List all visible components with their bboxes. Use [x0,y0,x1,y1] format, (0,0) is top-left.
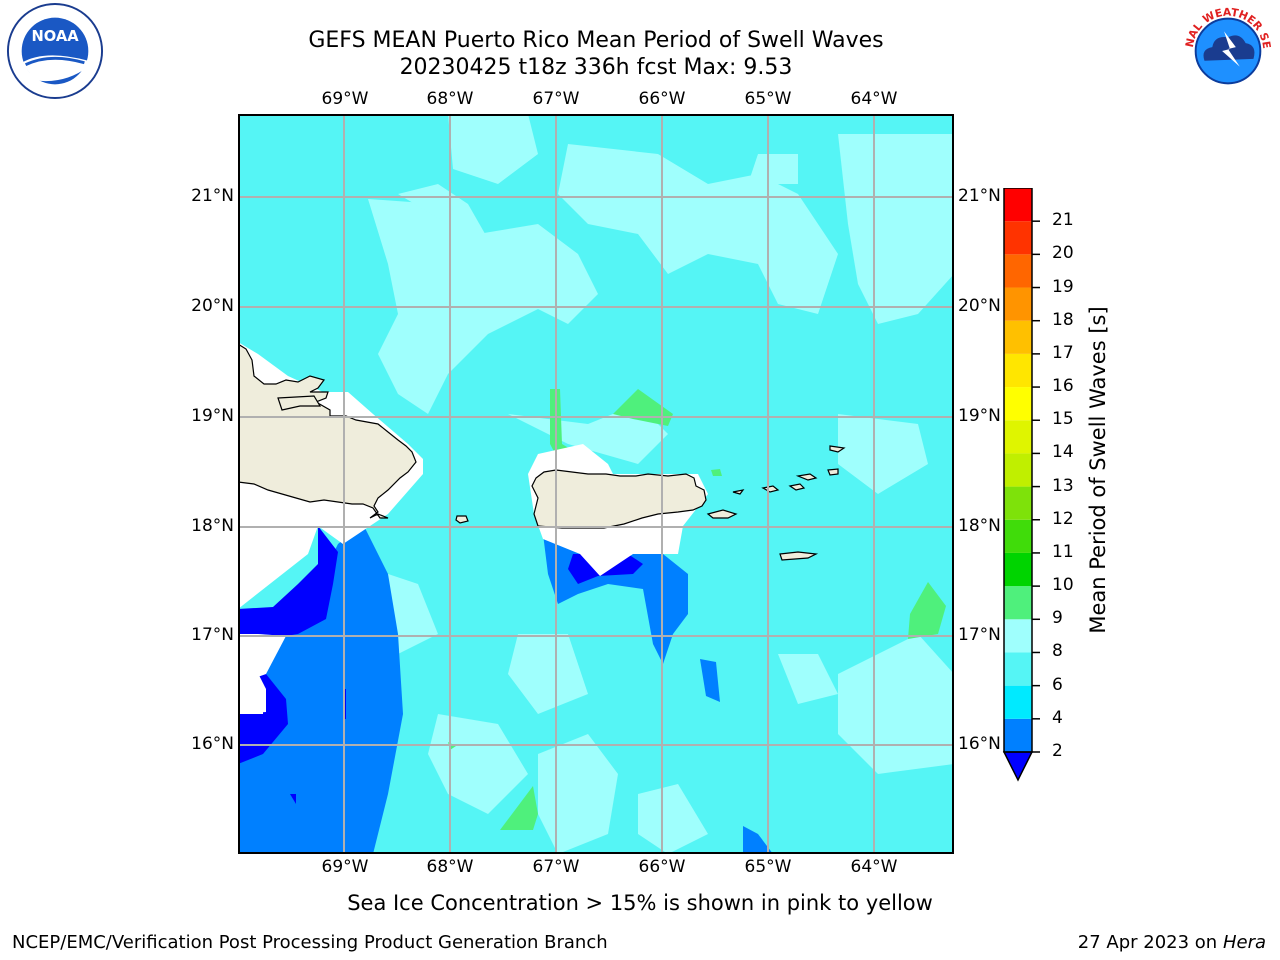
lon-label-top: 67°W [532,89,580,109]
colorbar-tick-label: 2 [1052,741,1063,761]
lon-label-top: 68°W [426,89,474,109]
colorbar-segment [1004,718,1032,752]
sea-ice-note: Sea Ice Concentration > 15% is shown in … [347,891,933,915]
lat-label-left: 19°N [191,406,234,426]
colorbar-segment [1004,652,1032,686]
lat-label-left: 17°N [191,625,234,645]
colorbar-under-triangle [1002,751,1034,782]
colorbar-segment [1004,685,1032,719]
lat-label-right: 20°N [958,296,1001,316]
map-subtitle: 20230425 t18z 336h fcst Max: 9.53 [399,55,793,80]
colorbar-tick-label: 19 [1052,276,1074,297]
nws-logo: NATIONAL WEATHER SERVICE [1178,2,1273,97]
lat-label-left: 21°N [191,186,234,206]
colorbar-tick-label: 8 [1052,641,1063,662]
colorbar-tick-label: 20 [1052,243,1074,264]
lon-label-bottom: 64°W [850,857,898,877]
colorbar-segment [1004,619,1032,653]
colorbar-segment [1004,420,1032,454]
footer-date: 27 Apr 2023 on Hera [1078,932,1266,953]
gridlines [238,114,954,854]
lat-label-right: 19°N [958,406,1001,426]
colorbar-segment [1004,254,1032,288]
colorbar-segments [1004,188,1032,752]
colorbar-tick-label: 6 [1052,674,1063,695]
lon-label-bottom: 69°W [321,857,369,877]
swell-period-map [238,114,954,854]
footer-credit: NCEP/EMC/Verification Post Processing Pr… [12,932,608,953]
lon-label-top: 69°W [321,89,369,109]
lon-label-bottom: 68°W [426,857,474,877]
footer-host: Hera [1222,932,1266,953]
colorbar-segment [1004,552,1032,587]
colorbar-frame [1003,188,1033,753]
colorbar-tick-label: 11 [1052,541,1074,562]
colorbar-segment [1004,287,1032,321]
colorbar-segment [1004,486,1032,520]
colorbar-segment [1004,453,1032,487]
colorbar-tick-label: 14 [1052,442,1074,463]
lat-label-left: 16°N [191,734,234,754]
map-frame [238,114,954,854]
colorbar-tick-label: 15 [1052,409,1074,430]
lat-label-right: 21°N [958,186,1001,206]
colorbar-tick-label: 4 [1052,707,1063,728]
colorbar-segment [1004,188,1032,222]
lat-label-right: 17°N [958,625,1001,645]
colorbar-tick-label: 9 [1052,608,1063,629]
lat-label-right: 16°N [958,734,1001,754]
map-title: GEFS MEAN Puerto Rico Mean Period of Swe… [308,28,884,53]
colorbar-tick-label: 16 [1052,376,1074,397]
colorbar-title: Mean Period of Swell Waves [s] [1086,306,1110,634]
noaa-logo: NOAA [6,2,104,100]
lat-label-right: 18°N [958,516,1001,536]
colorbar-tick-label: 17 [1052,342,1074,363]
lon-label-bottom: 67°W [532,857,580,877]
footer-date-text: 27 Apr 2023 on [1077,932,1223,953]
colorbar-segment [1004,586,1032,620]
colorbar-tick-label: 10 [1052,575,1074,596]
colorbar-tick-label: 12 [1052,508,1074,529]
lat-label-left: 18°N [191,516,234,536]
lon-label-top: 64°W [850,89,898,109]
colorbar-tick-label: 13 [1052,475,1074,496]
lon-label-top: 65°W [744,89,792,109]
colorbar-segment [1004,519,1032,553]
lon-label-top: 66°W [638,89,686,109]
colorbar-tick-label: 21 [1052,210,1074,231]
noaa-logo-text: NOAA [31,28,79,45]
colorbar-segment [1004,387,1032,421]
lon-label-bottom: 65°W [744,857,792,877]
colorbar-tick-label: 18 [1052,309,1074,330]
lat-label-left: 20°N [191,296,234,316]
colorbar-segment [1004,320,1032,354]
colorbar [1002,188,1040,782]
lon-label-bottom: 66°W [638,857,686,877]
colorbar-segment [1004,221,1032,255]
colorbar-segment [1004,353,1032,388]
